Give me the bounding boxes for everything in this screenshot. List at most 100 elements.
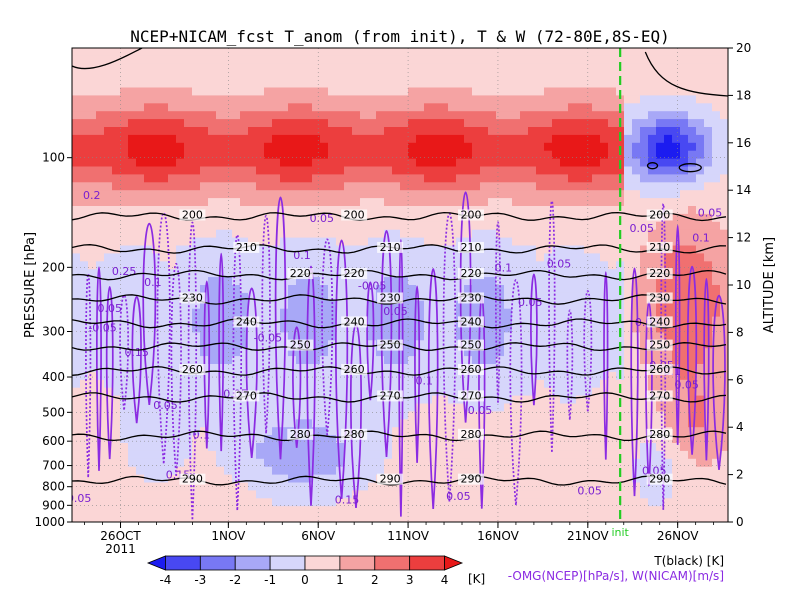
anomaly-cell <box>152 127 161 136</box>
anomaly-cell <box>104 79 113 89</box>
anomaly-cell <box>424 190 433 199</box>
anomaly-cell <box>504 490 513 499</box>
anomaly-cell <box>448 387 457 397</box>
anomaly-cell <box>248 206 257 215</box>
anomaly-cell <box>224 127 233 136</box>
anomaly-cell <box>496 458 505 468</box>
anomaly-cell <box>536 79 545 89</box>
anomaly-cell <box>152 95 161 104</box>
anomaly-cell <box>664 174 673 183</box>
anomaly-cell <box>216 221 225 231</box>
anomaly-cell <box>560 213 569 223</box>
anomaly-cell <box>400 182 409 191</box>
anomaly-cell <box>424 103 433 112</box>
anomaly-cell <box>232 324 241 333</box>
anomaly-cell <box>448 419 457 428</box>
anomaly-cell <box>568 514 577 522</box>
anomaly-cell <box>192 340 201 349</box>
anomaly-cell <box>544 395 553 405</box>
anomaly-cell <box>568 466 577 476</box>
anomaly-cell <box>576 95 585 104</box>
anomaly-cell <box>376 450 385 460</box>
anomaly-cell <box>560 300 569 310</box>
anomaly-cell <box>360 63 369 73</box>
anomaly-cell <box>232 119 241 128</box>
anomaly-cell <box>584 63 593 73</box>
anomaly-cell <box>160 443 169 452</box>
anomaly-cell <box>712 48 721 57</box>
anomaly-cell <box>480 206 489 215</box>
anomaly-cell <box>600 206 609 215</box>
anomaly-cell <box>208 119 217 128</box>
anomaly-cell <box>624 466 633 476</box>
anomaly-cell <box>232 506 241 515</box>
anomaly-cell <box>384 87 393 96</box>
anomaly-cell <box>544 419 553 428</box>
anomaly-cell <box>680 474 689 484</box>
anomaly-cell <box>464 458 473 468</box>
anomaly-cell <box>96 134 105 144</box>
anomaly-cell <box>264 332 273 341</box>
anomaly-cell <box>416 221 425 231</box>
anomaly-cell <box>312 490 321 499</box>
anomaly-cell <box>400 142 409 152</box>
anomaly-cell <box>560 158 569 168</box>
anomaly-cell <box>168 119 177 128</box>
anomaly-cell <box>208 213 217 223</box>
anomaly-cell <box>576 300 585 310</box>
anomaly-cell <box>448 87 457 96</box>
anomaly-cell <box>600 111 609 120</box>
anomaly-cell <box>120 182 129 191</box>
anomaly-cell <box>680 48 689 57</box>
anomaly-cell <box>712 332 721 341</box>
anomaly-cell <box>144 450 153 460</box>
anomaly-cell <box>168 348 177 357</box>
anomaly-cell <box>192 261 201 270</box>
anomaly-cell <box>72 324 81 333</box>
anomaly-cell <box>472 443 481 452</box>
anomaly-cell <box>584 229 593 239</box>
anomaly-cell <box>280 411 289 420</box>
anomaly-cell <box>504 466 513 476</box>
anomaly-cell <box>408 356 417 365</box>
anomaly-cell <box>568 142 577 152</box>
anomaly-cell <box>376 182 385 191</box>
anomaly-cell <box>336 158 345 168</box>
anomaly-cell <box>384 443 393 452</box>
anomaly-cell <box>584 371 593 381</box>
anomaly-cell <box>176 300 185 310</box>
anomaly-cell <box>208 514 217 522</box>
anomaly-cell <box>296 198 305 207</box>
anomaly-cell <box>544 435 553 444</box>
anomaly-cell <box>688 198 697 207</box>
anomaly-cell <box>568 403 577 412</box>
anomaly-cell <box>680 514 689 522</box>
anomaly-cell <box>464 174 473 183</box>
anomaly-cell <box>584 379 593 389</box>
anomaly-cell <box>720 490 728 499</box>
anomaly-cell <box>168 63 177 73</box>
anomaly-cell <box>712 111 721 120</box>
anomaly-cell <box>296 514 305 522</box>
anomaly-cell <box>576 379 585 389</box>
anomaly-cell <box>352 158 361 168</box>
anomaly-cell <box>208 364 217 373</box>
anomaly-cell <box>96 48 105 57</box>
anomaly-cell <box>552 134 561 144</box>
anomaly-cell <box>440 498 449 507</box>
anomaly-cell <box>560 474 569 484</box>
anomaly-cell <box>104 450 113 460</box>
anomaly-cell <box>688 514 697 522</box>
anomaly-cell <box>488 182 497 191</box>
anomaly-cell <box>400 253 409 262</box>
anomaly-cell <box>416 340 425 349</box>
anomaly-cell <box>232 134 241 144</box>
anomaly-cell <box>128 308 137 318</box>
anomaly-cell <box>112 142 121 152</box>
anomaly-cell <box>560 87 569 96</box>
anomaly-cell <box>648 142 657 152</box>
anomaly-cell <box>704 269 713 278</box>
anomaly-cell <box>320 419 329 428</box>
anomaly-cell <box>232 142 241 152</box>
anomaly-cell <box>224 474 233 484</box>
